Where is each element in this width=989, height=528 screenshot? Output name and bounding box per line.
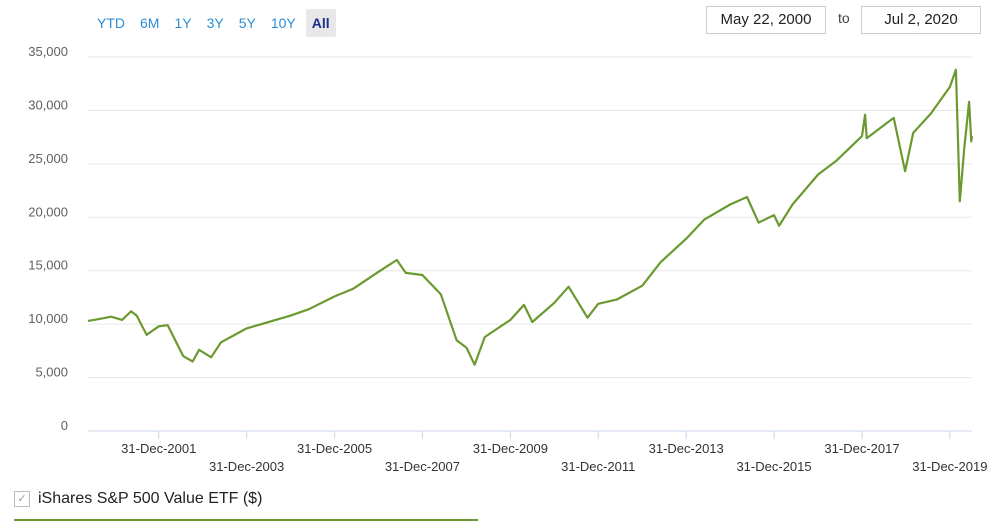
range-button-10y[interactable]: 10Y <box>270 15 296 31</box>
x-tick-label: 31-Dec-2007 <box>385 459 460 474</box>
x-tick-label: 31-Dec-2013 <box>649 441 724 456</box>
x-axis <box>88 430 972 439</box>
range-button-ytd[interactable]: YTD <box>97 15 125 31</box>
x-tick-label: 31-Dec-2005 <box>297 441 372 456</box>
y-tick-label: 10,000 <box>28 311 68 326</box>
y-tick-label: 15,000 <box>28 258 68 273</box>
x-tick-label: 31-Dec-2019 <box>912 459 987 474</box>
range-button-3y[interactable]: 3Y <box>206 15 224 31</box>
y-tick-label: 20,000 <box>28 204 68 219</box>
legend-label: iShares S&P 500 Value ETF ($) <box>38 490 263 507</box>
x-axis-tick-labels: 31-Dec-2001 31-Dec-2003 31-Dec-2005 31-Dec-… <box>121 441 987 474</box>
checkbox-checked-icon[interactable]: ✓ <box>14 491 30 507</box>
legend-underline <box>14 519 478 521</box>
x-tick-label: 31-Dec-2001 <box>121 441 196 456</box>
x-tick-label: 31-Dec-2017 <box>824 441 899 456</box>
x-tick-label: 31-Dec-2015 <box>736 459 811 474</box>
legend-item[interactable]: ✓ iShares S&P 500 Value ETF ($) <box>14 490 262 508</box>
y-tick-label: 5,000 <box>35 365 68 380</box>
y-tick-label: 25,000 <box>28 151 68 166</box>
end-date-input[interactable]: Jul 2, 2020 <box>861 6 981 34</box>
series-line-ishares-sp500-value <box>87 68 974 366</box>
range-button-5y[interactable]: 5Y <box>238 15 256 31</box>
x-tick-label: 31-Dec-2011 <box>561 459 635 474</box>
y-tick-label: 0 <box>61 418 68 433</box>
y-tick-label: 30,000 <box>28 97 68 112</box>
x-tick-label: 31-Dec-2003 <box>209 459 284 474</box>
range-button-6m[interactable]: 6M <box>140 15 160 31</box>
y-axis-tick-labels: 0 5,000 10,000 15,000 20,000 25,000 30,000 35,0… <box>28 44 68 433</box>
range-button-all[interactable]: All <box>305 9 336 37</box>
date-range-to-label: to <box>838 10 850 26</box>
x-tick-label: 31-Dec-2009 <box>473 441 548 456</box>
range-selector: YTD 6M 1Y 3Y 5Y 10Y All <box>92 8 341 38</box>
y-tick-label: 35,000 <box>28 44 68 59</box>
range-button-1y[interactable]: 1Y <box>174 15 192 31</box>
gridlines <box>88 56 972 379</box>
start-date-input[interactable]: May 22, 2000 <box>706 6 826 34</box>
